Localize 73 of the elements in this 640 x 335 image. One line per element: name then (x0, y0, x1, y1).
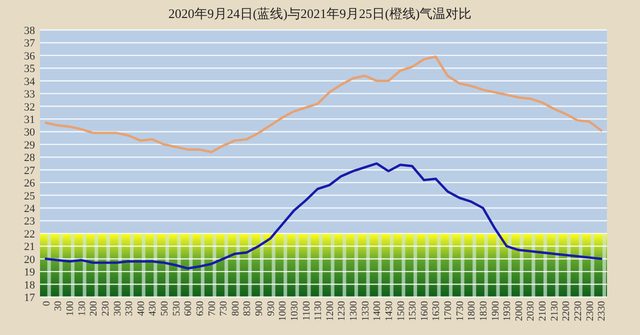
x-tick-label: 900 (254, 301, 266, 316)
y-tick-label: 22 (24, 228, 35, 240)
x-tick-label: 30 (53, 301, 64, 311)
y-tick-label: 36 (24, 50, 36, 62)
x-tick-label: 1900 (490, 301, 502, 321)
y-tick-label: 29 (24, 139, 36, 152)
x-tick-label: 230 (100, 301, 112, 316)
x-tick-label: 2230 (572, 301, 584, 321)
y-tick-label: 20 (24, 254, 36, 266)
x-tick-label: 1930 (502, 301, 514, 321)
y-tick-label: 26 (24, 178, 36, 190)
x-tick-label: 1430 (384, 301, 395, 321)
x-tick-label: 1800 (466, 301, 478, 321)
x-tick-label: 1830 (478, 301, 490, 321)
y-tick-label: 32 (24, 101, 35, 114)
y-tick-label: 27 (24, 164, 36, 177)
x-tick-label: 530 (171, 301, 182, 316)
x-tick-label: 2030 (526, 301, 537, 321)
y-tick-label: 31 (24, 114, 35, 126)
x-tick-label: 0 (41, 301, 52, 306)
x-tick-label: 800 (230, 301, 242, 316)
y-tick-label: 24 (24, 203, 36, 215)
x-tick-label: 500 (160, 301, 171, 316)
x-tick-label: 1300 (348, 301, 360, 321)
x-tick-label: 1000 (278, 301, 289, 321)
x-tick-label: 1330 (360, 301, 372, 321)
x-tick-label: 730 (218, 301, 230, 316)
x-tick-label: 1130 (313, 301, 324, 321)
x-tick-label: 1730 (454, 301, 466, 321)
x-tick-label: 200 (88, 301, 100, 316)
x-tick-label: 600 (183, 301, 194, 316)
x-tick-label: 130 (76, 301, 88, 316)
x-tick-label: 1030 (289, 301, 300, 321)
y-tick-label: 35 (24, 63, 36, 76)
x-tick-label: 1530 (408, 301, 419, 321)
x-tick-label: 100 (65, 301, 76, 316)
x-tick-label: 1600 (419, 301, 430, 321)
x-tick-label: 1500 (396, 301, 407, 321)
y-tick-label: 38 (24, 25, 36, 37)
x-tick-label: 2330 (596, 301, 608, 321)
x-tick-label: 2000 (514, 301, 525, 321)
y-tick-label: 19 (24, 266, 36, 279)
x-tick-label: 930 (266, 301, 277, 316)
y-tick-label: 21 (24, 241, 35, 254)
y-tick-label: 28 (24, 152, 36, 164)
x-tick-label: 1700 (443, 301, 454, 321)
x-tick-label: 400 (136, 301, 147, 316)
x-tick-label: 830 (242, 301, 254, 316)
x-tick-label: 1400 (372, 301, 384, 321)
x-tick-label: 2200 (561, 301, 572, 321)
y-tick-label: 30 (24, 126, 36, 139)
line-series (44, 56, 602, 154)
x-tick-label: 1100 (301, 301, 312, 321)
y-tick-label: 37 (24, 38, 36, 50)
x-tick-label: 330 (124, 301, 136, 316)
x-tick-label: 2100 (538, 301, 549, 321)
y-tick-label: 34 (24, 76, 36, 88)
x-tick-label: 630 (194, 301, 206, 316)
line-series (44, 162, 602, 270)
chart-title: 2020年9月24日(蓝线)与2021年9月25日(橙线)气温对比 (168, 6, 472, 21)
x-tick-label: 2300 (584, 301, 596, 321)
x-tick-label: 1200 (324, 301, 336, 321)
y-tick-label: 23 (24, 216, 36, 228)
y-tick-label: 25 (24, 190, 36, 202)
x-tick-label: 430 (148, 301, 159, 316)
y-tick-label: 18 (24, 279, 36, 292)
x-tick-label: 1230 (336, 301, 348, 321)
y-tick-label: 33 (24, 88, 36, 101)
x-tick-label: 2130 (549, 301, 560, 321)
y-tick-label: 17 (24, 292, 36, 304)
x-tick-label: 700 (206, 301, 218, 316)
x-tick-label: 300 (112, 301, 124, 316)
x-tick-label: 1630 (431, 301, 442, 321)
